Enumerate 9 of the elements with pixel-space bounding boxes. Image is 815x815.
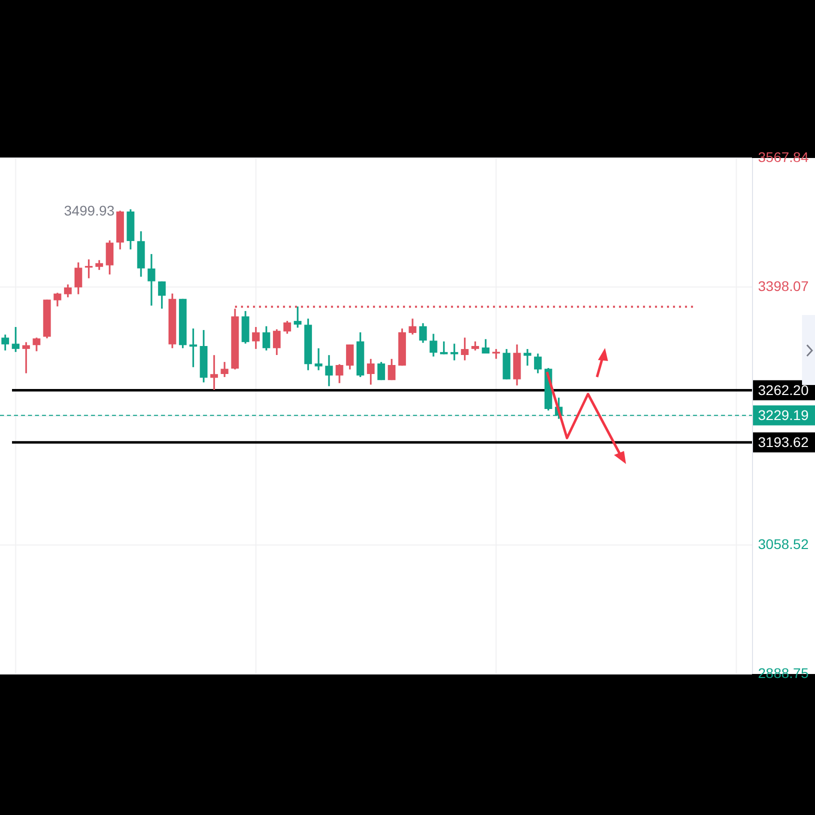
candlestick xyxy=(314,348,322,370)
ref-line-label: 3262.20 xyxy=(758,382,809,398)
candlestick xyxy=(148,254,156,306)
y-tick-label: 3058.52 xyxy=(758,536,809,552)
annotation: 3499.93 xyxy=(64,202,115,218)
candlestick xyxy=(524,349,532,366)
ref-line-label: 3193.62 xyxy=(758,434,809,450)
ref-line-label: 3229.19 xyxy=(758,407,809,424)
y-tick-label: 3398.07 xyxy=(758,278,809,294)
